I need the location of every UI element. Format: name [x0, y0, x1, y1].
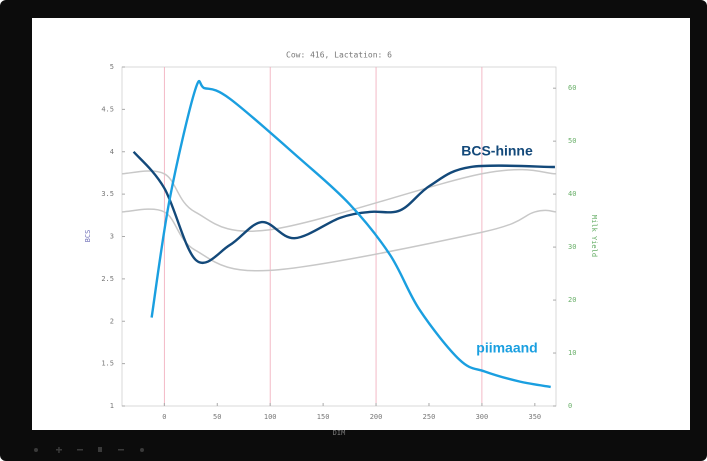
series-line: [150, 79, 551, 389]
x-tick-label: 300: [476, 413, 489, 421]
chart-title: Cow: 416, Lactation: 6: [286, 51, 392, 60]
y-tick-label: 1.5: [101, 360, 114, 368]
x-tick-label: 150: [317, 413, 330, 421]
y2-tick-label: 10: [568, 349, 576, 357]
x-tick-label: 50: [213, 413, 221, 421]
x-tick-label: 250: [423, 413, 436, 421]
y2-tick-label: 40: [568, 190, 576, 198]
y-axis-label: BCS: [84, 230, 92, 243]
x-tick-label: 0: [162, 413, 166, 421]
y-tick-label: 4: [110, 148, 114, 156]
y-tick-label: 1: [110, 402, 114, 410]
x-tick-label: 200: [370, 413, 383, 421]
x-tick-label: 100: [264, 413, 277, 421]
x-tick-label: 350: [529, 413, 542, 421]
y2-tick-label: 0: [568, 402, 572, 410]
series-label: piimaand: [476, 340, 537, 356]
series-label: BCS-hinne: [461, 143, 533, 159]
series-line: [121, 168, 557, 232]
y-tick-label: 3.5: [101, 190, 114, 198]
series-line: [132, 150, 555, 264]
y2-tick-label: 20: [568, 296, 576, 304]
y-tick-label: 5: [110, 63, 114, 71]
y-tick-label: 3: [110, 233, 114, 241]
y2-tick-label: 30: [568, 243, 576, 251]
y-tick-label: 2: [110, 317, 114, 325]
y2-tick-label: 50: [568, 137, 576, 145]
y2-axis-label: Milk Yield: [590, 215, 598, 257]
bezel-buttons: [34, 447, 144, 453]
y2-tick-label: 60: [568, 84, 576, 92]
y-tick-label: 4.5: [101, 105, 114, 113]
y-tick-label: 2.5: [101, 275, 114, 283]
screen: [32, 18, 690, 430]
x-axis-label: DIM: [333, 429, 346, 437]
